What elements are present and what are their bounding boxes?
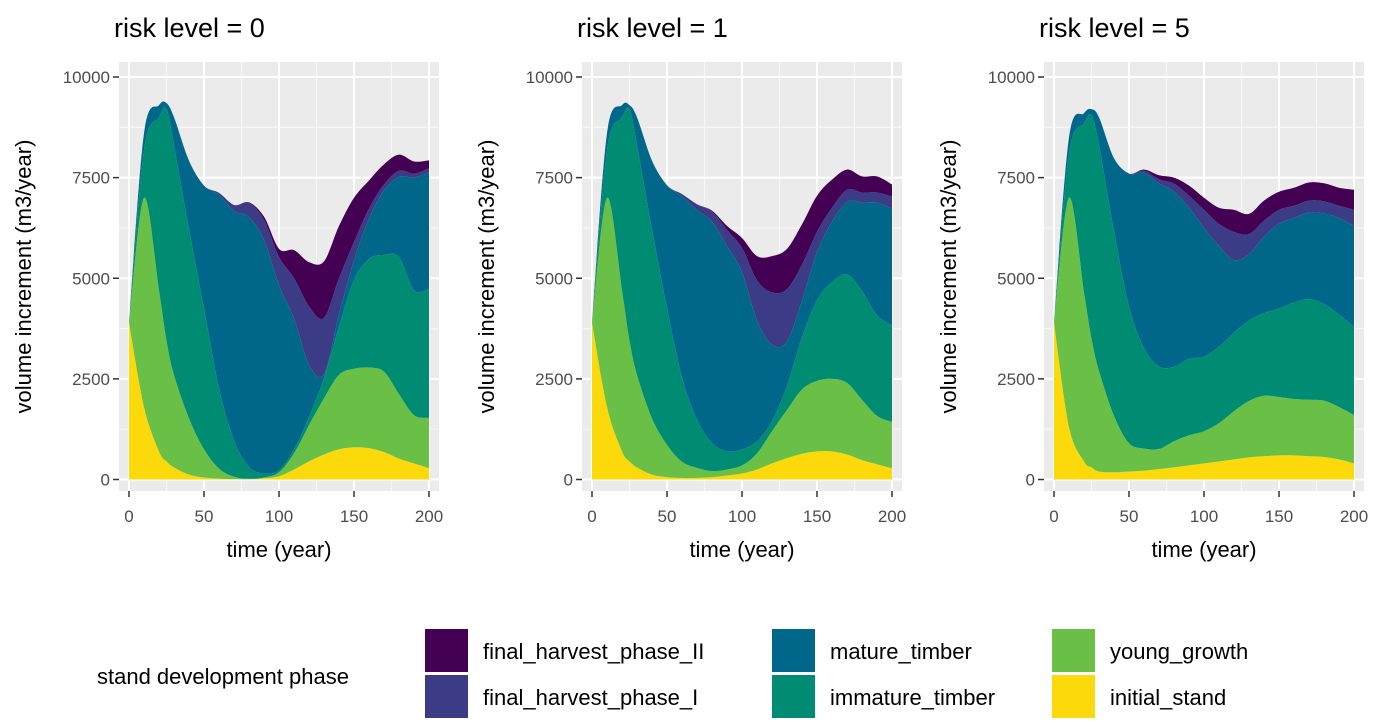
panel-0: 0 2500 5000 7500 10000 0 50 100 150 200 risk level… [11,13,443,562]
area-mature-timber [592,102,892,452]
y-tick-label: 2500 [997,370,1035,389]
y-tick-label: 2500 [72,370,110,389]
y-tick-label: 5000 [72,269,110,288]
legend-title: stand development phase [97,664,349,689]
y-tick-label: 5000 [535,269,573,288]
x-tick-label: 200 [415,507,443,526]
y-tick-label: 7500 [997,169,1035,188]
y-axis-title: volume increment (m3/year) [936,140,961,414]
legend-swatch-young-growth [1052,629,1095,672]
y-tick-label: 10000 [988,68,1035,87]
area-mature-timber [129,101,429,474]
x-axis-title: time (year) [689,537,794,562]
legend-label: mature_timber [830,639,972,664]
legend: stand development phase final_harvest_pha… [97,629,1248,718]
x-tick-label: 150 [340,507,368,526]
area-immature-timber [129,107,429,479]
y-axis-title: volume increment (m3/year) [474,140,499,414]
x-tick-label: 100 [728,507,756,526]
legend-label: initial_stand [1110,685,1226,710]
y-tick-label: 7500 [535,169,573,188]
x-tick-label: 200 [1340,507,1368,526]
x-tick-label: 50 [658,507,677,526]
y-tick-label: 10000 [63,68,110,87]
area-final-harvest-phase-I [1054,108,1354,323]
x-tick-label: 100 [265,507,293,526]
x-tick-label: 200 [878,507,906,526]
legend-swatch-final-harvest-phase-II [425,629,468,672]
area-initial-stand [1054,322,1354,480]
legend-label: final_harvest_phase_I [483,685,698,710]
panel-2: 0 2500 5000 7500 10000 0 50 100 150 200 risk level… [936,13,1368,562]
legend-swatch-immature-timber [772,675,815,718]
legend-swatch-mature-timber [772,629,815,672]
y-tick-label: 0 [101,471,110,490]
area-young-growth [129,197,429,480]
y-axis-title: volume increment (m3/year) [11,140,36,414]
y-tick-label: 2500 [535,370,573,389]
y-tick-label: 5000 [997,269,1035,288]
x-tick-label: 0 [587,507,596,526]
x-tick-label: 150 [1265,507,1293,526]
panel-title: risk level = 0 [114,13,265,43]
x-axis-title: time (year) [226,537,331,562]
x-tick-label: 100 [1190,507,1218,526]
y-tick-label: 0 [1026,471,1035,490]
panel-title: risk level = 1 [577,13,728,43]
area-young-growth [592,197,892,478]
legend-label: young_growth [1110,639,1248,664]
y-tick-label: 10000 [526,68,573,87]
x-tick-label: 0 [124,507,133,526]
legend-swatch-initial-stand [1052,675,1095,718]
area-young-growth [1054,197,1354,473]
legend-swatch-final-harvest-phase-I [425,675,468,718]
x-tick-label: 150 [803,507,831,526]
area-initial-stand [129,322,429,480]
legend-label: immature_timber [830,685,995,710]
y-tick-label: 0 [564,471,573,490]
x-tick-label: 50 [1120,507,1139,526]
panel-1: 0 2500 5000 7500 10000 0 50 100 150 200 risk level… [474,13,906,562]
area-immature-timber [592,107,892,472]
x-tick-label: 50 [195,507,214,526]
area-mature-timber [1054,108,1354,369]
area-initial-stand [592,322,892,480]
legend-label: final_harvest_phase_II [483,639,704,664]
panel-title: risk level = 5 [1039,13,1190,43]
y-tick-label: 7500 [72,169,110,188]
x-tick-label: 0 [1049,507,1058,526]
x-axis-title: time (year) [1151,537,1256,562]
area-immature-timber [1054,114,1354,450]
